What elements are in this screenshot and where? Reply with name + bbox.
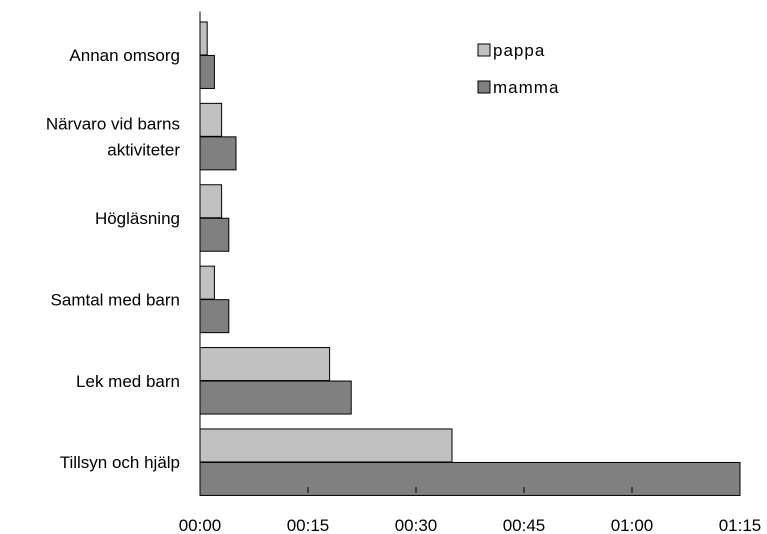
legend-label-pappa: pappa [493,41,545,60]
legend: pappa mamma [477,41,559,97]
bar-pappa-1 [199,102,223,137]
bar-pappa-0 [199,21,208,56]
bar-mamma-0 [199,54,215,89]
x-axis: 00:00 00:15 00:30 00:45 01:00 01:15 [179,11,762,534]
category-labels: Annan omsorg Närvaro vid barns aktiviteter… [46,46,181,472]
bars-group [199,21,741,496]
category-label: Högläsning [95,209,180,228]
category-label: Samtal med barn [51,290,180,309]
bar-mamma-2 [199,217,230,252]
bar-mamma-3 [199,299,230,334]
category-label: Lek med barn [76,372,180,391]
bar-pappa-5 [199,428,453,463]
category-label: Närvaro vid barns [46,115,180,134]
x-tick-label: 00:15 [287,516,330,534]
category-label: aktiviteter [107,141,180,160]
x-tick-label: 00:00 [179,516,222,534]
x-tick-label: 00:45 [503,516,546,534]
category-label: Annan omsorg [69,46,180,65]
bar-pappa-3 [199,265,215,300]
legend-swatch-pappa [477,43,491,57]
bar-pappa-4 [199,347,331,382]
bar-mamma-4 [199,380,352,415]
legend-swatch-mamma [477,80,491,94]
category-label: Tillsyn och hjälp [60,453,180,472]
bar-mamma-5 [199,461,741,496]
legend-label-mamma: mamma [493,78,559,97]
bar-pappa-2 [199,184,223,219]
x-tick-label: 01:15 [719,516,762,534]
x-tick-label: 00:30 [395,516,438,534]
bar-mamma-1 [199,136,237,171]
x-tick-label: 01:00 [611,516,654,534]
